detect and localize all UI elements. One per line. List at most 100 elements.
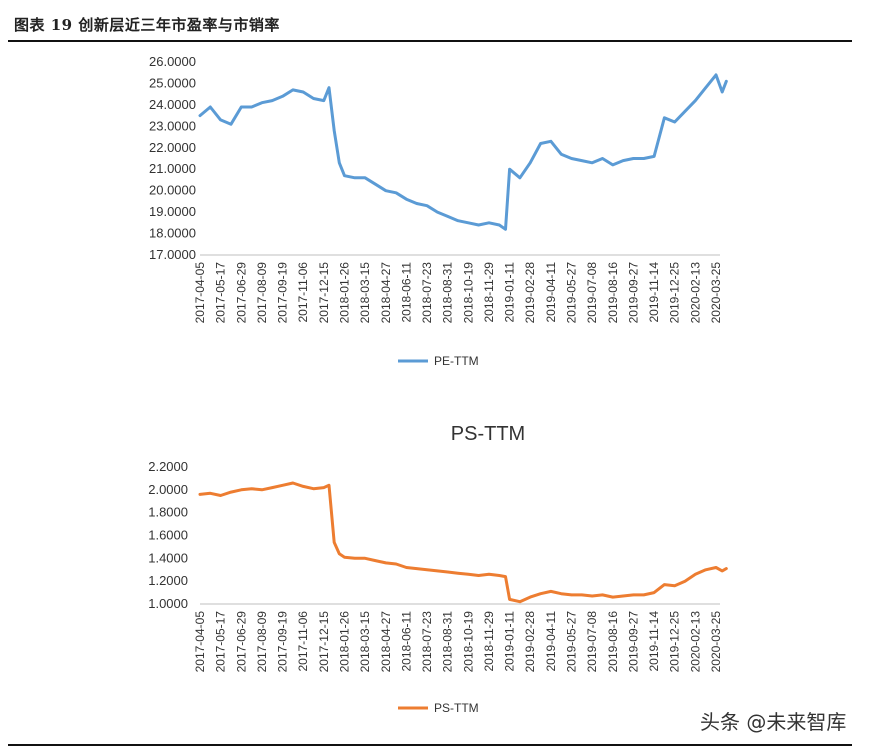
x-tick-label: 2019-11-14 [647, 611, 661, 672]
x-tick-label: 2018-08-31 [441, 262, 455, 324]
x-tick-label: 2018-07-23 [420, 611, 434, 673]
data-point [250, 105, 253, 109]
data-point [198, 493, 202, 496]
data-point [694, 573, 697, 576]
x-tick-label: 2020-02-13 [688, 262, 702, 324]
x-tick-label: 2019-12-25 [668, 611, 682, 673]
data-point [353, 557, 356, 560]
y-tick-label: 17.0000 [149, 247, 196, 262]
x-tick-label: 2018-11-29 [482, 262, 496, 323]
data-point [374, 559, 377, 562]
data-point [570, 157, 573, 160]
x-tick-label: 2018-11-29 [482, 611, 496, 672]
y-tick-label: 19.0000 [149, 204, 196, 219]
data-point [209, 492, 212, 495]
x-tick-label: 2018-04-27 [379, 611, 393, 673]
x-tick-label: 2019-11-14 [647, 262, 661, 323]
data-point [570, 593, 573, 597]
x-tick-label: 2017-11-06 [296, 262, 310, 323]
data-point [508, 598, 511, 601]
data-point [663, 583, 666, 586]
data-point [704, 86, 707, 89]
data-point [504, 228, 507, 231]
y-tick-label: 20.0000 [149, 183, 196, 198]
data-point [720, 569, 724, 573]
data-point [415, 567, 418, 570]
data-point [302, 90, 305, 94]
x-tick-label: 2017-06-29 [234, 262, 248, 324]
y-tick-label: 24.0000 [149, 97, 196, 112]
data-point [363, 557, 367, 560]
y-tick-label: 1.8000 [148, 505, 188, 520]
watermark-text: 头条 @未来智库 [700, 710, 847, 734]
data-point [343, 555, 346, 559]
data-point [405, 198, 408, 201]
data-point [621, 594, 625, 598]
data-point [338, 552, 341, 555]
x-tick-label: 2020-02-13 [688, 611, 702, 673]
data-point [611, 595, 614, 599]
data-point [446, 215, 449, 218]
data-point [291, 481, 295, 485]
y-tick-label: 22.0000 [149, 140, 196, 155]
data-point [529, 161, 532, 164]
data-point [508, 168, 511, 171]
data-point [704, 568, 707, 571]
x-tick-label: 2017-12-15 [317, 262, 331, 324]
data-point [590, 161, 594, 164]
data-point [302, 485, 305, 488]
data-point [714, 73, 718, 77]
bottom-rule [8, 744, 852, 746]
y-tick-label: 21.0000 [149, 161, 196, 176]
data-point [560, 592, 563, 595]
data-point [652, 591, 656, 594]
data-point [312, 487, 315, 490]
data-point [663, 116, 666, 119]
data-point [642, 157, 645, 160]
data-point [219, 494, 222, 497]
data-point [363, 176, 367, 179]
data-point [549, 140, 553, 143]
data-point [720, 90, 724, 94]
data-point [384, 561, 387, 565]
data-point [580, 159, 584, 162]
x-tick-label: 2019-04-11 [544, 262, 558, 323]
x-tick-label: 2017-05-17 [214, 262, 228, 324]
x-tick-label: 2018-04-27 [379, 262, 393, 324]
y-tick-label: 2.2000 [148, 459, 188, 474]
x-tick-label: 2018-10-19 [461, 262, 475, 324]
data-point [518, 600, 522, 603]
data-point [312, 97, 315, 100]
x-tick-label: 2019-05-27 [565, 262, 579, 324]
data-point [477, 574, 480, 577]
data-point [281, 95, 284, 98]
chart-title: PS-TTM [451, 423, 525, 445]
data-point [353, 176, 356, 179]
data-point [498, 223, 501, 227]
data-point [198, 114, 202, 117]
data-point [322, 486, 326, 489]
data-point [504, 575, 507, 578]
figure-title: 图表 19 创新层近三年市盈率与市销率 [14, 16, 280, 34]
x-tick-label: 2017-09-19 [276, 262, 290, 324]
y-tick-label: 1.6000 [148, 528, 188, 543]
x-tick-label: 2018-06-11 [399, 611, 413, 672]
data-point [529, 595, 532, 599]
data-point [487, 221, 491, 225]
x-tick-label: 2019-01-11 [503, 262, 517, 323]
data-point [332, 129, 336, 132]
data-point [260, 488, 264, 492]
y-tick-label: 25.0000 [149, 75, 196, 90]
data-point [209, 105, 212, 109]
x-tick-label: 2019-02-28 [523, 262, 537, 324]
data-point [394, 191, 398, 195]
data-point [384, 189, 387, 192]
x-tick-label: 2019-08-16 [606, 262, 620, 324]
x-tick-label: 2018-03-15 [358, 262, 372, 324]
data-point [539, 142, 542, 145]
data-point [291, 88, 295, 92]
x-tick-label: 2018-07-23 [420, 262, 434, 324]
data-point [456, 219, 460, 222]
data-point [327, 484, 331, 487]
series-line-ps-ttm [198, 481, 728, 604]
